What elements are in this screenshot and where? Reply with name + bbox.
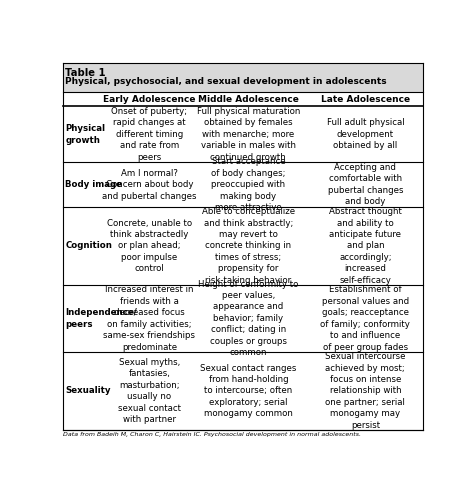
Text: Start acceptance
of body changes;
preoccupied with
making body
more attractive: Start acceptance of body changes; preocc… [211,157,285,212]
Text: Late Adolescence: Late Adolescence [321,95,410,104]
Text: Sexual contact ranges
from hand-holding
to intercourse; often
exploratory; seria: Sexual contact ranges from hand-holding … [200,364,297,418]
Text: Accepting and
comfortable with
pubertal changes
and body: Accepting and comfortable with pubertal … [328,163,403,206]
Text: Data from Badeih M, Charon C, Hairstein IC. Psychosocial development in normal a: Data from Badeih M, Charon C, Hairstein … [63,432,361,437]
Text: Sexual intercourse
achieved by most;
focus on intense
relationship with
one part: Sexual intercourse achieved by most; foc… [325,352,406,430]
Text: Onset of puberty;
rapid changes at
different timing
and rate from
peers: Onset of puberty; rapid changes at diffe… [111,107,187,162]
Text: Able to conceptualize
and think abstractly;
may revert to
concrete thinking in
t: Able to conceptualize and think abstract… [202,207,295,285]
Text: Abstract thought
and ability to
anticipate future
and plan
accordingly;
increase: Abstract thought and ability to anticipa… [329,207,402,285]
Text: Early Adolescence: Early Adolescence [103,95,196,104]
Text: Table 1: Table 1 [65,68,105,78]
FancyBboxPatch shape [63,63,423,92]
Text: Sexual myths,
fantasies,
masturbation;
usually no
sexual contact
with partner: Sexual myths, fantasies, masturbation; u… [118,358,181,424]
Text: Establishment of
personal values and
goals; reacceptance
of family; conformity
t: Establishment of personal values and goa… [320,285,410,352]
Text: Cognition: Cognition [65,242,112,250]
Text: Height of conformity to
peer values,
appearance and
behavior; family
conflict; d: Height of conformity to peer values, app… [198,280,299,357]
Text: Increased interest in
friends with a
decreased focus
on family activities;
same-: Increased interest in friends with a dec… [103,285,195,352]
Text: Physical, psychosocial, and sexual development in adolescents: Physical, psychosocial, and sexual devel… [65,77,386,86]
Text: Full physical maturation
obtained by females
with menarche; more
variable in mal: Full physical maturation obtained by fem… [197,107,300,162]
Text: Physical
growth: Physical growth [65,124,105,145]
Text: Body image: Body image [65,180,122,189]
Text: Sexuality: Sexuality [65,386,110,395]
Text: Middle Adolescence: Middle Adolescence [198,95,299,104]
Text: Independence/
peers: Independence/ peers [65,308,137,329]
Text: Am I normal?
Concern about body
and pubertal changes: Am I normal? Concern about body and pube… [102,169,197,200]
Text: Full adult physical
development
obtained by all: Full adult physical development obtained… [327,119,404,150]
Text: Concrete, unable to
think abstractedly
or plan ahead;
poor impulse
control: Concrete, unable to think abstractedly o… [107,219,192,273]
